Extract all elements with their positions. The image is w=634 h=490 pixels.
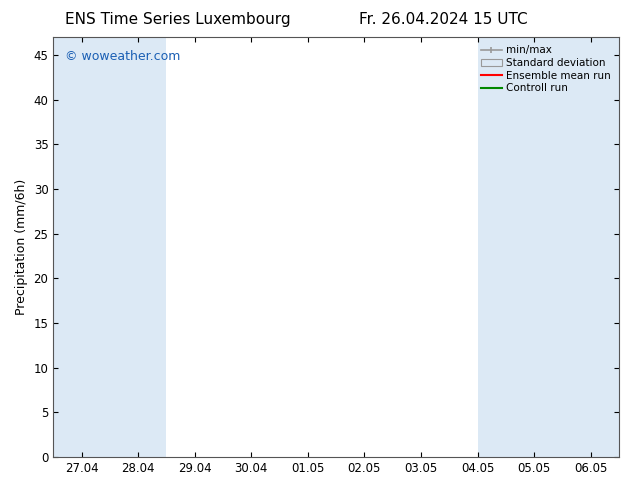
Y-axis label: Precipitation (mm/6h): Precipitation (mm/6h) (15, 179, 28, 315)
Bar (53, 37, 110, 457)
Bar (515, 37, 553, 457)
Legend: min/max, Standard deviation, Ensemble mean run, Controll run: min/max, Standard deviation, Ensemble me… (478, 42, 614, 97)
Text: ENS Time Series Luxembourg: ENS Time Series Luxembourg (65, 12, 290, 27)
Bar (553, 37, 619, 457)
Text: © woweather.com: © woweather.com (65, 49, 180, 63)
Bar (110, 37, 167, 457)
Text: Fr. 26.04.2024 15 UTC: Fr. 26.04.2024 15 UTC (359, 12, 528, 27)
Bar (477, 37, 515, 457)
